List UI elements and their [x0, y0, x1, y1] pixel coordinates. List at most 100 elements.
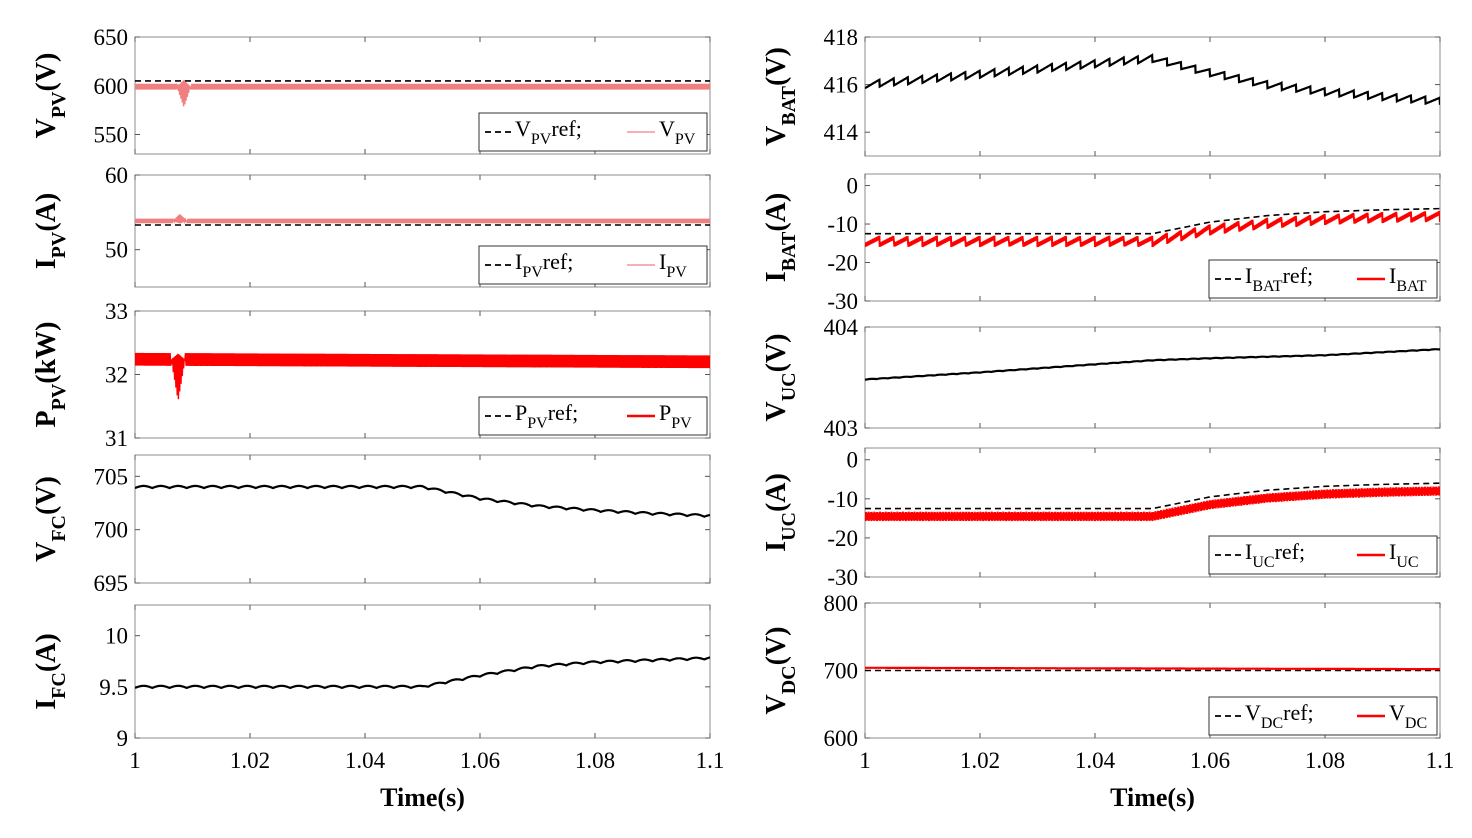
- legend-ref-label: VDCref;: [1245, 700, 1314, 732]
- y-axis-label: VUC(V): [761, 334, 800, 422]
- series-group: [135, 484, 710, 518]
- y-axis-label-text-main: V: [761, 126, 792, 146]
- legend-meas-label-sub: DC: [1405, 715, 1427, 732]
- y-tick-label: 695: [94, 571, 129, 596]
- series-group: [135, 656, 710, 690]
- y-axis-label-text: VUC(V): [761, 334, 800, 422]
- y-tick-label: 31: [105, 426, 128, 451]
- x-axis-label: Time(s): [1110, 783, 1195, 812]
- series-group: [865, 482, 1440, 522]
- y-axis-label-text-main: I: [31, 258, 62, 269]
- legend-meas-label: IPV: [659, 249, 687, 281]
- y-axis-label-text-trail: (V): [31, 476, 62, 515]
- series-group: [135, 214, 710, 226]
- x-axis-label: Time(s): [380, 783, 465, 812]
- y-axis-label-text-sub: UC: [778, 512, 800, 541]
- y-axis-label-text-trail: (kW): [31, 321, 62, 383]
- y-axis-label-text: IPV(A): [31, 193, 70, 269]
- legend-ref-label-sub: PV: [527, 415, 548, 432]
- series-group: [865, 207, 1440, 248]
- y-axis-label-text-main: P: [31, 410, 62, 427]
- legend-meas-label-main: I: [1389, 539, 1396, 564]
- y-tick-label: 0: [847, 448, 859, 473]
- legend-meas-label: IUC: [1389, 539, 1419, 571]
- y-axis-label-text: VFC(V): [31, 476, 70, 562]
- y-axis-label-text-trail: (A): [761, 473, 792, 512]
- y-axis-label-text-main: V: [31, 542, 62, 562]
- chart-vfc: 695 700 705 VFC(V): [31, 454, 711, 596]
- legend-ref-label: IPVref;: [515, 249, 573, 281]
- y-axis-label: IBAT(A): [761, 193, 800, 282]
- y-axis-label-text-trail: (A): [31, 633, 62, 672]
- legend-ref-label-main: V: [1245, 700, 1261, 725]
- y-axis-label-text: IBAT(A): [761, 193, 800, 282]
- legend-ref-label-trail: ref;: [548, 400, 579, 425]
- y-axis-label: IPV(A): [31, 193, 70, 269]
- series-line-P_PV: [135, 352, 710, 400]
- y-axis-label-text-trail: (V): [761, 47, 792, 86]
- y-axis-label-text-main: I: [761, 271, 792, 282]
- series-line-V_DC: [865, 666, 1440, 671]
- legend-ref-label-trail: ref;: [551, 116, 582, 141]
- y-axis-label-text: PPV(kW): [31, 321, 70, 427]
- y-axis-label-text-trail: (A): [31, 193, 62, 232]
- legend-meas-label: VDC: [1389, 700, 1427, 732]
- chart-vbat: 414 416 418 VBAT(V): [761, 25, 1441, 157]
- y-tick-label: 700: [824, 659, 859, 684]
- y-axis-label-text: VPV(V): [31, 53, 70, 139]
- y-tick-label: 50: [105, 238, 128, 263]
- legend-box: [478, 245, 708, 285]
- y-tick-label: 550: [94, 123, 129, 148]
- legend: VDCref; VDC: [1208, 696, 1438, 736]
- x-tick-label: 1.02: [960, 748, 1000, 773]
- x-tick-label: 1.02: [230, 748, 270, 773]
- y-axis-label-text: VBAT(V): [761, 47, 800, 146]
- y-axis-label-text-trail: (A): [761, 193, 792, 232]
- chart-vuc: 403 404 VUC(V): [761, 315, 1441, 441]
- legend-meas-label-sub: PV: [666, 264, 687, 281]
- legend-box: [1208, 696, 1438, 736]
- y-tick-label: 9: [117, 726, 129, 751]
- series-line-V_UC: [865, 348, 1440, 381]
- legend-ref-label-sub: PV: [522, 264, 543, 281]
- legend-ref-label-sub: PV: [531, 131, 552, 148]
- series-line-I_BAT: [865, 210, 1440, 248]
- y-tick-label: 9.5: [99, 675, 128, 700]
- y-tick-label: 404: [824, 315, 859, 340]
- series-line-I_BAT-ref: [865, 207, 1440, 235]
- x-tick-label: 1.1: [696, 748, 725, 773]
- series-group: [865, 53, 1440, 105]
- legend-meas-label-main: I: [1389, 263, 1396, 288]
- y-axis-label-text-sub: FC: [48, 672, 70, 699]
- y-tick-label: 600: [824, 726, 859, 751]
- legend-meas-label: VPV: [659, 116, 696, 148]
- legend-ref-label-trail: ref;: [1283, 263, 1314, 288]
- legend-meas-label-main: V: [1389, 700, 1405, 725]
- y-tick-label: 600: [94, 74, 129, 99]
- series-line-I_UC: [865, 486, 1440, 522]
- series-line-I_UC-ref: [865, 482, 1440, 510]
- legend-meas-label-sub: PV: [671, 415, 692, 432]
- x-tick-label: 1.06: [460, 748, 500, 773]
- legend-ref-label-sub: BAT: [1252, 278, 1282, 295]
- y-axis-label-text: IUC(A): [761, 473, 800, 552]
- legend: IUCref; IUC: [1208, 535, 1438, 575]
- legend-ref-label: PPVref;: [515, 400, 578, 432]
- y-axis-label-text-sub: BAT: [778, 85, 800, 125]
- y-axis-label-text-sub: BAT: [778, 231, 800, 271]
- legend-ref-label: IUCref;: [1245, 539, 1305, 571]
- series-group: [135, 352, 710, 400]
- y-axis-label: VFC(V): [31, 476, 70, 562]
- y-tick-label: -20: [827, 526, 858, 551]
- plot-area: [134, 454, 711, 584]
- legend-ref-label-main: I: [515, 249, 522, 274]
- y-axis-label-text-trail: (V): [761, 334, 792, 373]
- legend-ref-label: VPVref;: [515, 116, 582, 148]
- y-tick-label: 650: [94, 25, 129, 50]
- y-axis-label-text-sub: UC: [778, 372, 800, 401]
- y-axis-label-text-trail: (V): [31, 53, 62, 92]
- y-axis-label-text-sub: PV: [48, 231, 70, 258]
